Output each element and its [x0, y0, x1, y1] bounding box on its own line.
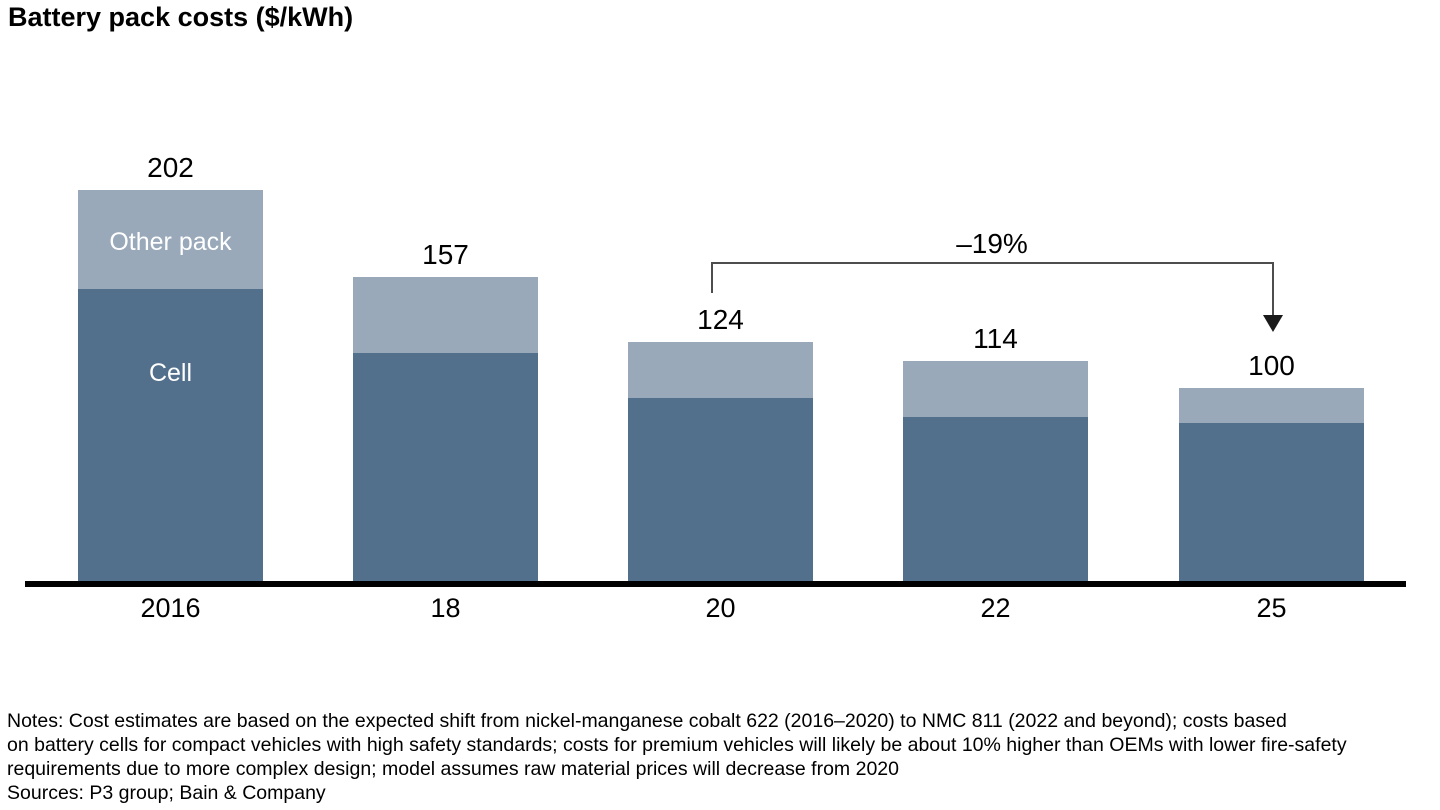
bar-total-label: 202 [147, 152, 194, 183]
bar-segment-cell [353, 353, 538, 582]
bar-group-25 [1179, 388, 1364, 582]
bar-segment-other-pack [628, 342, 813, 398]
annotation-arrowhead-icon [1263, 315, 1283, 332]
series-label-other-pack: Other pack [109, 228, 232, 256]
x-axis-label-18: 18 [430, 593, 461, 623]
annotation-bracket-left-tick [711, 262, 713, 293]
notes-line-3: requirements due to more complex design;… [7, 758, 899, 780]
series-label-cell: Cell [148, 359, 193, 387]
x-axis-label-25: 25 [1256, 593, 1287, 623]
annotation-arrow-shaft [1272, 262, 1274, 318]
annotation-label: –19% [956, 228, 1028, 259]
notes-line-2: on battery cells for compact vehicles wi… [7, 734, 1347, 756]
x-axis-line [25, 581, 1406, 587]
bar-segment-cell [903, 417, 1088, 582]
bar-total-label: 100 [1248, 350, 1295, 381]
bar-segment-other-pack: Other pack [78, 190, 263, 289]
bar-segment-cell [628, 398, 813, 582]
bar-segment-cell [1179, 423, 1364, 582]
bar-segment-cell: Cell [78, 289, 263, 582]
bar-group-2016: Other pack Cell [78, 190, 263, 582]
sources-line: Sources: P3 group; Bain & Company [7, 782, 326, 804]
notes-line-1: Notes: Cost estimates are based on the e… [7, 710, 1287, 732]
x-axis-label-2016: 2016 [140, 593, 201, 623]
bar-total-label: 157 [422, 239, 469, 270]
bar-group-22 [903, 361, 1088, 582]
footnotes: Notes: Cost estimates are based on the e… [7, 709, 1347, 805]
bar-segment-other-pack [353, 277, 538, 353]
bar-total-label: 114 [973, 323, 1018, 354]
bar-segment-other-pack [903, 361, 1088, 417]
annotation-bracket-horizontal [711, 262, 1273, 264]
bar-group-18 [353, 277, 538, 582]
bar-group-20 [628, 342, 813, 582]
x-axis-label-20: 20 [705, 593, 736, 623]
bar-total-label: 124 [697, 304, 744, 335]
page-title: Battery pack costs ($/kWh) [8, 2, 354, 32]
bar-segment-other-pack [1179, 388, 1364, 423]
x-axis-label-22: 22 [980, 593, 1011, 623]
